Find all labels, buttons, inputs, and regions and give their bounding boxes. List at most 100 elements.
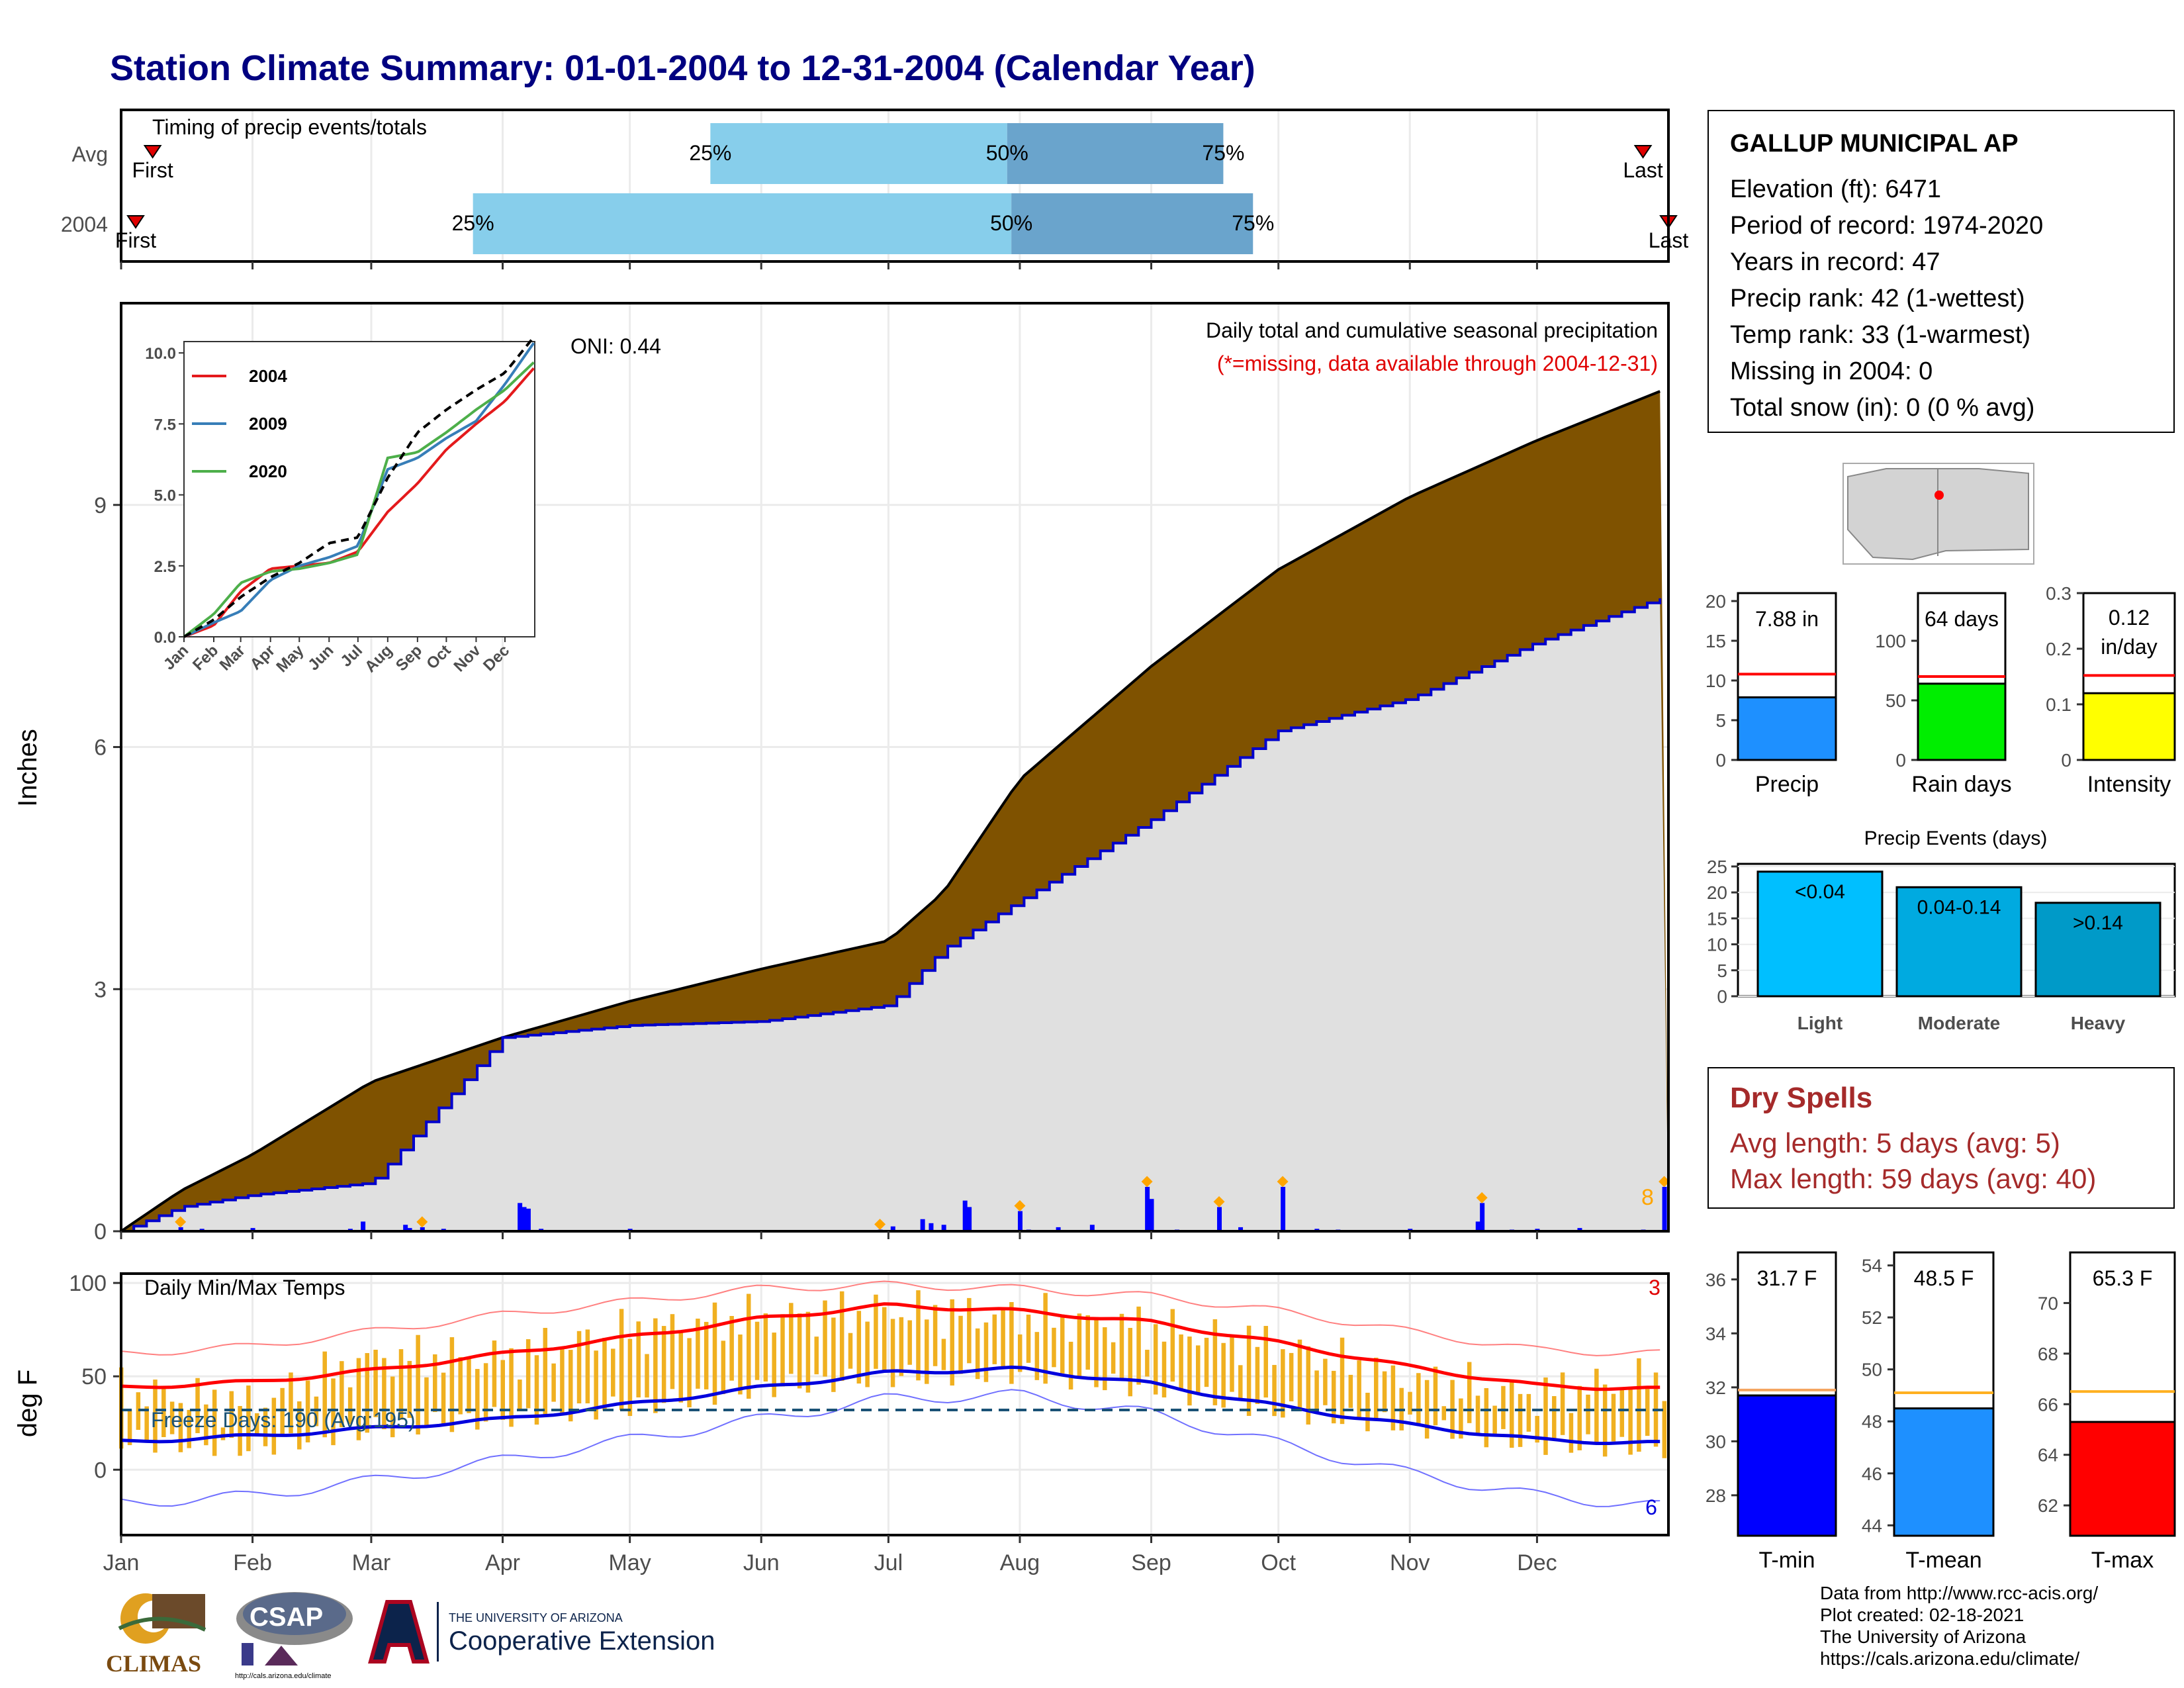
temp-daily-bar bbox=[1246, 1325, 1251, 1416]
tmin-summary-ytick-label: 32 bbox=[1706, 1378, 1726, 1398]
timing-first-label: First bbox=[132, 158, 173, 182]
tmin-summary-ytick-label: 36 bbox=[1706, 1270, 1726, 1290]
timing-first-marker bbox=[126, 215, 145, 229]
temp-daily-bar bbox=[441, 1372, 446, 1425]
temp-daily-bar bbox=[1586, 1394, 1590, 1434]
temp-daily-bar bbox=[645, 1354, 649, 1398]
precip-marker bbox=[1213, 1196, 1225, 1207]
temp-daily-bar bbox=[797, 1313, 802, 1389]
temp-daily-bar bbox=[738, 1335, 743, 1395]
temp-daily-bar bbox=[1068, 1341, 1073, 1390]
month-xtick-label: Jun bbox=[743, 1550, 780, 1575]
credit-plot-date: Plot created: 02-18-2021 bbox=[1820, 1605, 2025, 1625]
temp-daily-bar bbox=[1484, 1387, 1489, 1448]
temp-daily-bar bbox=[1340, 1337, 1345, 1425]
temp-daily-bar bbox=[594, 1350, 598, 1420]
temp-daily-bar bbox=[823, 1300, 827, 1377]
timing-bar-early-1 bbox=[473, 193, 1012, 254]
temp-daily-bar bbox=[356, 1358, 361, 1440]
temp-daily-bar bbox=[992, 1314, 997, 1364]
temp-daily-bar bbox=[169, 1401, 175, 1434]
precip-daily-bar bbox=[518, 1203, 523, 1231]
temp-daily-bar bbox=[958, 1315, 963, 1374]
temp-daily-bar bbox=[1619, 1387, 1625, 1437]
temp-daily-bar bbox=[653, 1318, 658, 1413]
timing-first-marker bbox=[143, 145, 162, 159]
temp-daily-bar bbox=[424, 1377, 429, 1427]
rain-days-summary-ytick-label: 100 bbox=[1875, 631, 1906, 651]
precip-events-bar bbox=[1895, 886, 2023, 998]
temp-daily-bar bbox=[1153, 1324, 1158, 1395]
tmax-summary-ytick-label: 66 bbox=[2038, 1394, 2058, 1415]
temp-daily-bar bbox=[340, 1361, 344, 1428]
tmean-summary-ytick-label: 48 bbox=[1862, 1411, 1882, 1432]
precip-daily-bar bbox=[920, 1219, 925, 1231]
precip-daily-bar bbox=[1056, 1227, 1061, 1231]
temp-daily-bar bbox=[195, 1378, 200, 1434]
precip-daily-bar bbox=[929, 1223, 934, 1231]
temp-ylabel: deg F bbox=[13, 1370, 42, 1437]
timing-bar-late-1 bbox=[1011, 193, 1253, 254]
temp-chart-title: Daily Min/Max Temps bbox=[144, 1276, 345, 1299]
precip-marker bbox=[874, 1219, 886, 1231]
precip-daily-bar bbox=[1145, 1186, 1150, 1231]
temp-daily-bar bbox=[789, 1303, 794, 1374]
precip-events-category: Light bbox=[1797, 1013, 1843, 1033]
temp-line-avg-min bbox=[120, 1365, 1661, 1445]
temp-daily-bar bbox=[874, 1294, 878, 1369]
temp-daily-bar bbox=[1077, 1313, 1082, 1379]
temp-daily-bar bbox=[1560, 1372, 1565, 1435]
temp-daily-bar bbox=[390, 1376, 395, 1438]
temp-daily-bar bbox=[271, 1397, 277, 1455]
temp-daily-bar bbox=[882, 1307, 887, 1372]
inset-panel bbox=[183, 341, 535, 637]
timing-panel-border bbox=[120, 109, 1670, 263]
precip-daily-bar bbox=[178, 1227, 183, 1231]
temp-daily-bar bbox=[416, 1335, 420, 1435]
precip-events-ytick-label: 15 bbox=[1707, 908, 1727, 929]
temp-line-avg-max bbox=[120, 1302, 1661, 1391]
station-snow: Total snow (in): 0 (0 % avg) bbox=[1730, 394, 2035, 422]
temp-daily-bar bbox=[347, 1387, 353, 1425]
timing-panel-label: Timing of precip events/totals bbox=[152, 115, 427, 139]
temp-daily-bar bbox=[525, 1339, 531, 1409]
temp-daily-bar bbox=[729, 1315, 734, 1381]
temp-daily-bar bbox=[636, 1321, 641, 1398]
temp-daily-bar bbox=[1628, 1386, 1633, 1455]
temp-daily-bar bbox=[1263, 1326, 1268, 1398]
temp-daily-bar bbox=[687, 1338, 692, 1408]
university-of-arizona-logo: THE UNIVERSITY OF ARIZONA Cooperative Ex… bbox=[368, 1600, 715, 1664]
ua-line2: Cooperative Extension bbox=[449, 1626, 715, 1656]
temp-daily-bar bbox=[127, 1409, 132, 1446]
temp-daily-bar bbox=[187, 1409, 191, 1448]
temp-daily-bar bbox=[848, 1333, 853, 1369]
month-xtick-label: Feb bbox=[233, 1550, 272, 1575]
temp-daily-bar bbox=[1001, 1309, 1005, 1369]
temp-daily-bar bbox=[483, 1363, 488, 1422]
temp-daily-bar bbox=[814, 1336, 819, 1375]
temp-daily-bar bbox=[780, 1314, 785, 1387]
temp-daily-bar bbox=[543, 1327, 548, 1417]
temp-daily-bar bbox=[263, 1407, 268, 1446]
temp-daily-bar bbox=[890, 1319, 895, 1387]
temp-daily-bar bbox=[670, 1314, 675, 1389]
temp-daily-bar bbox=[467, 1358, 471, 1413]
temp-daily-bar bbox=[1017, 1334, 1023, 1372]
temp-daily-bar bbox=[839, 1291, 844, 1382]
month-xtick-label: Jul bbox=[874, 1550, 903, 1575]
inset-ytick-label: 10.0 bbox=[145, 345, 176, 363]
temp-daily-bar bbox=[925, 1319, 929, 1384]
temp-line-record-high bbox=[120, 1280, 1661, 1356]
rain-days-summary-value-label: 64 days bbox=[1925, 607, 1999, 631]
precip-daily-bar bbox=[1217, 1207, 1222, 1231]
timing-pct-label: 50% bbox=[990, 211, 1032, 235]
inset-legend-label: 2020 bbox=[249, 461, 287, 481]
tmean-summary-category-label: T-mean bbox=[1905, 1548, 1981, 1573]
temp-daily-bar bbox=[1645, 1389, 1650, 1436]
tmean-summary-ytick-label: 52 bbox=[1862, 1307, 1882, 1328]
temp-daily-bar bbox=[331, 1378, 336, 1446]
precip-events-category: Heavy bbox=[2071, 1013, 2126, 1033]
inset-legend-label: 2009 bbox=[249, 414, 287, 434]
temp-daily-bar bbox=[1043, 1293, 1048, 1384]
temp-daily-bar bbox=[458, 1357, 463, 1415]
